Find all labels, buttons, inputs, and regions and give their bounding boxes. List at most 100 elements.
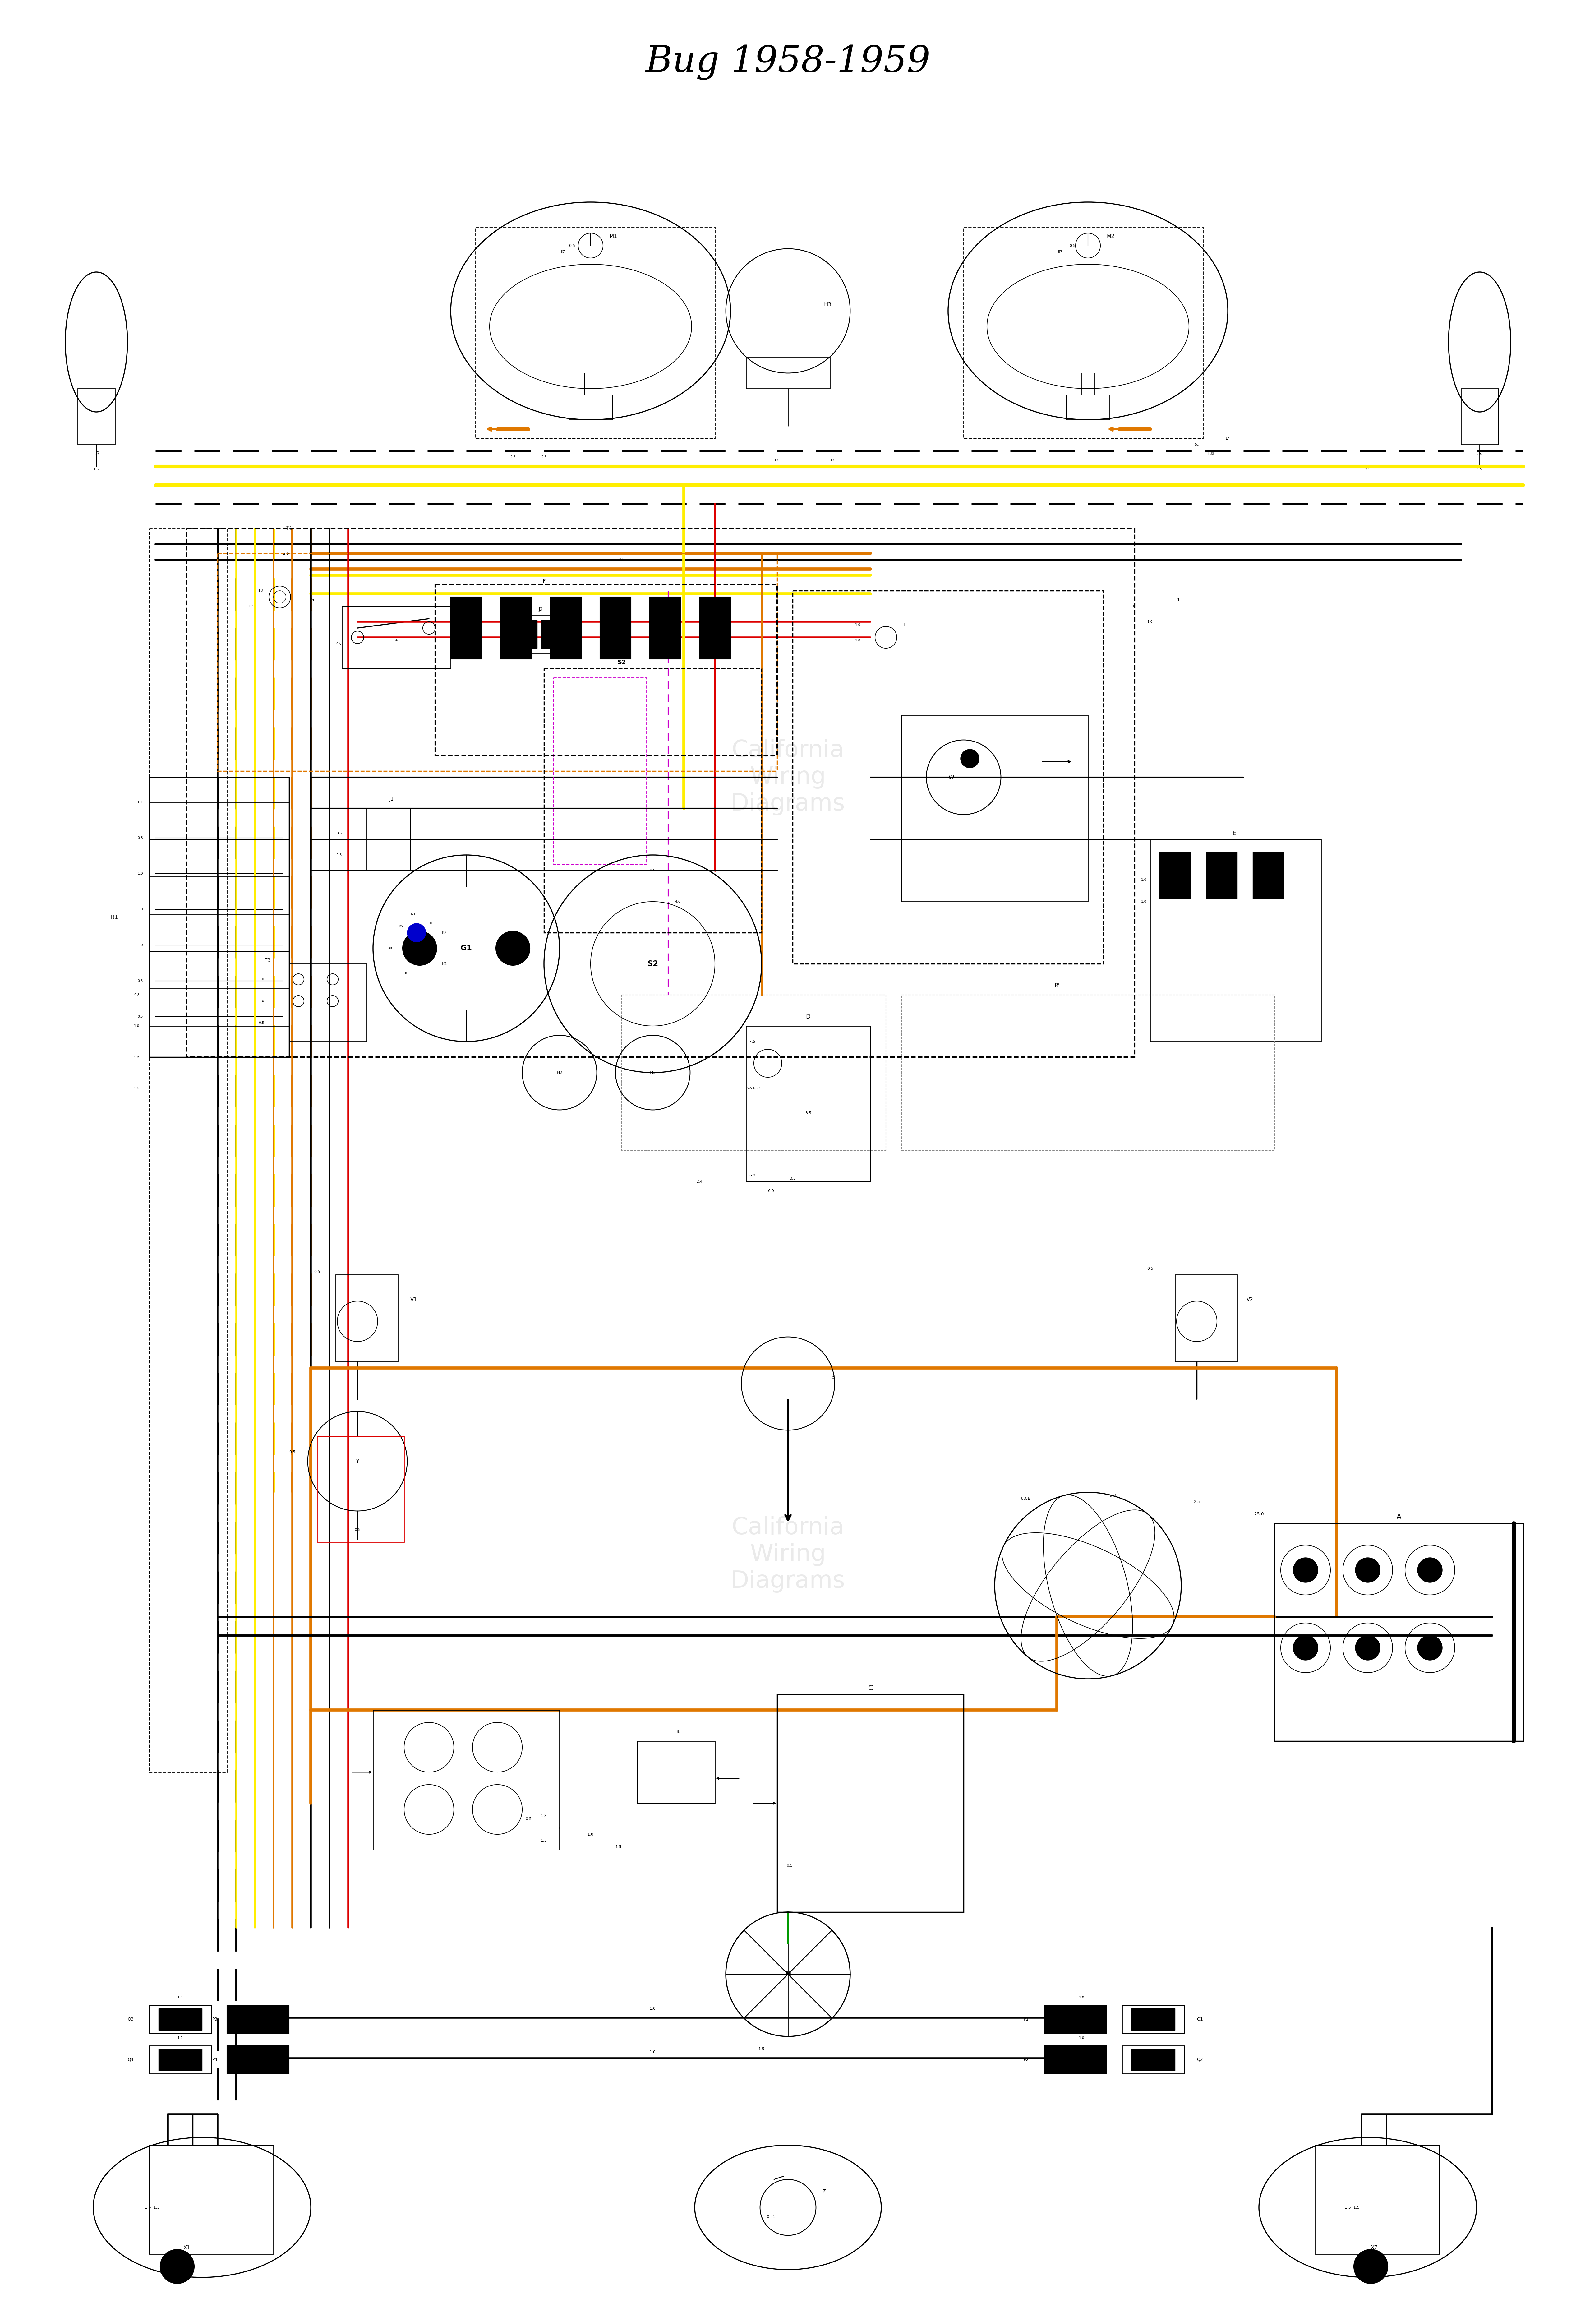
Text: Z: Z <box>821 2189 826 2194</box>
Circle shape <box>1355 1557 1381 1583</box>
Bar <box>600 597 630 660</box>
Circle shape <box>161 2250 194 2284</box>
Text: G1: G1 <box>460 944 473 953</box>
Text: 1.0: 1.0 <box>856 639 860 641</box>
Bar <box>77 388 115 444</box>
Circle shape <box>1294 1636 1318 1659</box>
Text: 1.0: 1.0 <box>258 999 265 1002</box>
Text: 5c: 5c <box>1195 444 1199 446</box>
Text: 1.5  1.5: 1.5 1.5 <box>1344 2205 1360 2210</box>
Text: 1.0: 1.0 <box>649 2006 656 2010</box>
Text: 3.5: 3.5 <box>336 832 342 834</box>
Text: 7.5: 7.5 <box>749 1039 755 1043</box>
Text: 1.5: 1.5 <box>649 869 656 872</box>
Bar <box>159 2050 202 2071</box>
Text: 1.0: 1.0 <box>774 458 780 462</box>
Text: 6.0: 6.0 <box>1110 1494 1116 1497</box>
Text: 1.0: 1.0 <box>137 909 143 911</box>
Text: 2.5: 2.5 <box>1365 467 1371 472</box>
Text: 0.8: 0.8 <box>134 992 140 997</box>
Bar <box>745 358 831 388</box>
Bar <box>150 2045 211 2073</box>
Text: W: W <box>949 774 953 781</box>
Bar <box>288 964 367 1041</box>
Bar <box>1314 2145 1439 2254</box>
Bar <box>649 597 681 660</box>
Text: 0.5: 0.5 <box>525 1817 531 1820</box>
Text: California
Wiring
Diagrams: California Wiring Diagrams <box>731 1515 845 1592</box>
Text: 1.0: 1.0 <box>137 872 143 876</box>
Text: S1: S1 <box>310 597 317 602</box>
Text: 0.5: 0.5 <box>288 1450 295 1455</box>
Bar <box>528 621 537 648</box>
Text: S2: S2 <box>618 660 626 665</box>
Text: Q1: Q1 <box>1196 2017 1202 2022</box>
Text: 1.0: 1.0 <box>258 978 265 981</box>
Text: 6.0: 6.0 <box>768 1190 774 1192</box>
Bar <box>227 2006 288 2034</box>
Bar <box>342 607 451 669</box>
Circle shape <box>496 932 530 964</box>
Text: 1.0: 1.0 <box>1141 899 1147 904</box>
Bar <box>1160 853 1190 899</box>
Text: J1: J1 <box>901 623 906 627</box>
Bar <box>1150 839 1321 1041</box>
Text: 1.0: 1.0 <box>1080 2036 1084 2040</box>
Text: 1.0: 1.0 <box>134 1025 140 1027</box>
Text: 1.0: 1.0 <box>1147 621 1154 623</box>
Text: 1.0: 1.0 <box>649 2050 656 2054</box>
Text: 1.S: 1.S <box>541 1813 547 1817</box>
Bar <box>512 616 569 653</box>
Circle shape <box>960 748 979 767</box>
Text: 2.5: 2.5 <box>619 558 624 560</box>
Bar <box>1206 853 1237 899</box>
Text: 2.5: 2.5 <box>282 551 288 555</box>
Text: K3: K3 <box>427 948 432 953</box>
Text: 0.5: 0.5 <box>249 604 255 609</box>
Text: 4.0: 4.0 <box>675 899 681 904</box>
Bar <box>451 597 482 660</box>
Text: E: E <box>1232 830 1236 837</box>
Bar <box>1122 2006 1184 2034</box>
Text: 1.5: 1.5 <box>758 2047 764 2050</box>
Text: 6.0B: 6.0B <box>1021 1497 1031 1501</box>
Text: M1: M1 <box>610 232 618 239</box>
Bar <box>621 995 886 1150</box>
Bar <box>777 1694 963 1913</box>
Bar <box>1253 853 1284 899</box>
Text: X1: X1 <box>183 2245 191 2250</box>
Text: K1: K1 <box>411 911 416 916</box>
Bar <box>569 395 613 421</box>
Text: 0.5: 0.5 <box>134 1088 140 1090</box>
Text: T2: T2 <box>258 588 263 593</box>
Text: Bug 1958-1959: Bug 1958-1959 <box>646 44 930 79</box>
Text: F: F <box>542 579 545 583</box>
Bar <box>150 2006 211 2034</box>
Text: 0.5: 0.5 <box>1147 1267 1154 1271</box>
Text: 15,54,30: 15,54,30 <box>744 1088 760 1090</box>
Text: 4.0: 4.0 <box>396 639 400 641</box>
Text: 1.0: 1.0 <box>1128 604 1135 609</box>
Text: J1: J1 <box>389 797 394 802</box>
Bar <box>501 597 531 660</box>
Text: California
Wiring
Diagrams: California Wiring Diagrams <box>731 739 845 816</box>
Text: 1.0: 1.0 <box>1141 878 1147 881</box>
Bar <box>336 1274 397 1362</box>
Bar <box>550 597 582 660</box>
Text: 1.5  1.5: 1.5 1.5 <box>145 2205 159 2210</box>
Bar <box>374 1710 559 1850</box>
Text: 1.0: 1.0 <box>856 623 860 627</box>
Bar <box>553 679 646 865</box>
Bar <box>1176 1274 1237 1362</box>
Text: P3: P3 <box>213 2017 217 2022</box>
Text: 1.0: 1.0 <box>137 944 143 946</box>
Text: H3: H3 <box>649 1071 656 1074</box>
Text: 1.5: 1.5 <box>93 467 99 472</box>
Text: D: D <box>805 1013 810 1020</box>
Circle shape <box>407 923 426 941</box>
Text: V2: V2 <box>1247 1297 1253 1301</box>
Bar <box>1045 2045 1106 2073</box>
Text: 0.5: 0.5 <box>430 923 435 925</box>
Text: 4.0: 4.0 <box>336 641 342 646</box>
Text: S2: S2 <box>648 960 659 967</box>
